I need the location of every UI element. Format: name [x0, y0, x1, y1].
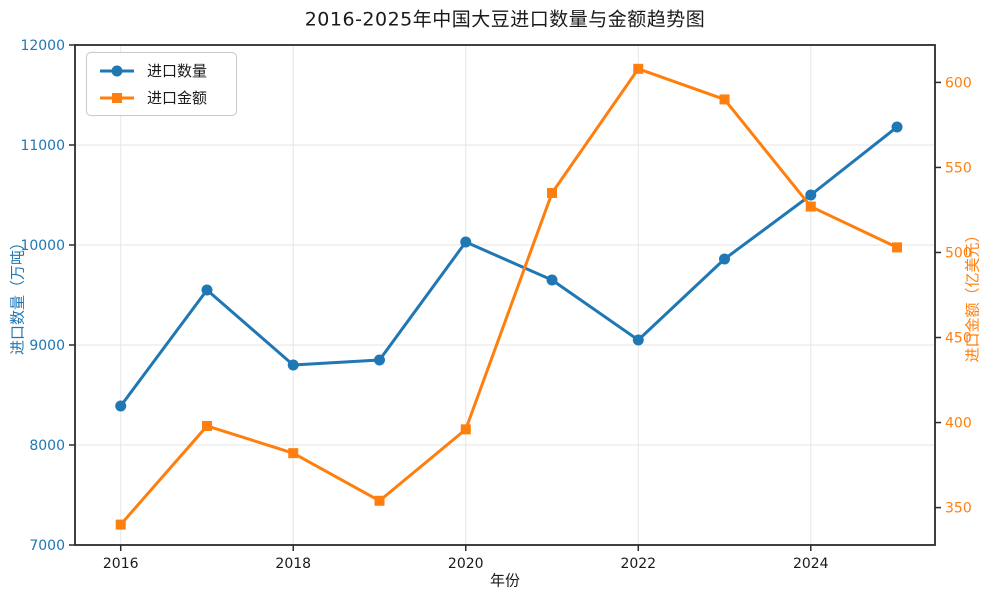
- data-point-进口数量-2024: [805, 189, 817, 201]
- legend-sample-quantity: [100, 65, 134, 76]
- y-tick-label-right: 500: [945, 245, 972, 261]
- y-tick-label-right: 600: [945, 75, 972, 91]
- y-tick-label-right: 400: [945, 416, 972, 432]
- y-tick-label-right: 550: [945, 160, 972, 176]
- data-point-进口金额-2023: [719, 94, 730, 105]
- data-point-进口金额-2017: [201, 420, 212, 431]
- x-tick-label: 2016: [103, 556, 139, 572]
- y-tick-label-left: 8000: [29, 438, 65, 454]
- data-point-进口数量-2022: [632, 334, 644, 346]
- y-tick-label-left: 10000: [20, 238, 65, 254]
- y-tick-label-left: 7000: [29, 538, 65, 554]
- data-point-进口金额-2020: [460, 424, 471, 435]
- x-tick-label: 2020: [448, 556, 484, 572]
- legend-item-quantity: 进口数量: [97, 60, 224, 81]
- y-axis-label-left: 进口数量（万吨）: [8, 234, 27, 356]
- legend-label-quantity: 进口数量: [147, 62, 208, 80]
- data-point-进口数量-2018: [287, 359, 299, 371]
- legend-sample-amount: [100, 92, 134, 103]
- data-point-进口金额-2025: [892, 242, 903, 253]
- legend-item-amount: 进口金额: [97, 87, 224, 108]
- y-tick-label-right: 350: [945, 501, 972, 517]
- data-point-进口金额-2019: [374, 495, 385, 506]
- legend-circle-marker-icon: [111, 65, 123, 76]
- data-point-进口数量-2023: [719, 253, 731, 265]
- legend: 进口数量 进口金额: [86, 52, 237, 116]
- data-point-进口金额-2018: [288, 448, 299, 459]
- legend-label-amount: 进口金额: [147, 89, 208, 107]
- data-point-进口数量-2016: [115, 400, 127, 412]
- x-tick-label: 2018: [275, 556, 311, 572]
- plot-border: [74, 44, 936, 546]
- y-tick-label-right: 450: [945, 331, 972, 347]
- chart-title: 2016-2025年中国大豆进口数量与金额趋势图: [304, 8, 706, 31]
- y-tick-label-left: 9000: [29, 338, 65, 354]
- data-point-进口数量-2025: [891, 121, 903, 133]
- data-point-进口金额-2021: [547, 187, 558, 198]
- data-point-进口数量-2020: [460, 236, 472, 248]
- data-point-进口数量-2017: [201, 284, 213, 296]
- y-axis-label-right: 进口金额（亿美元）: [963, 227, 982, 363]
- legend-square-marker-icon: [112, 92, 122, 103]
- data-point-进口金额-2024: [805, 201, 816, 212]
- data-point-进口数量-2019: [373, 354, 385, 366]
- series-line-1: [119, 67, 899, 527]
- y-tick-label-left: 11000: [20, 138, 65, 154]
- x-axis-label: 年份: [489, 571, 521, 590]
- x-tick-label: 2024: [793, 556, 829, 572]
- data-point-进口金额-2022: [633, 63, 644, 74]
- series-line-0: [119, 125, 899, 408]
- data-point-进口数量-2021: [546, 274, 558, 286]
- x-tick-label: 2022: [620, 556, 656, 572]
- y-tick-label-left: 12000: [20, 38, 65, 54]
- data-point-进口金额-2016: [115, 519, 126, 530]
